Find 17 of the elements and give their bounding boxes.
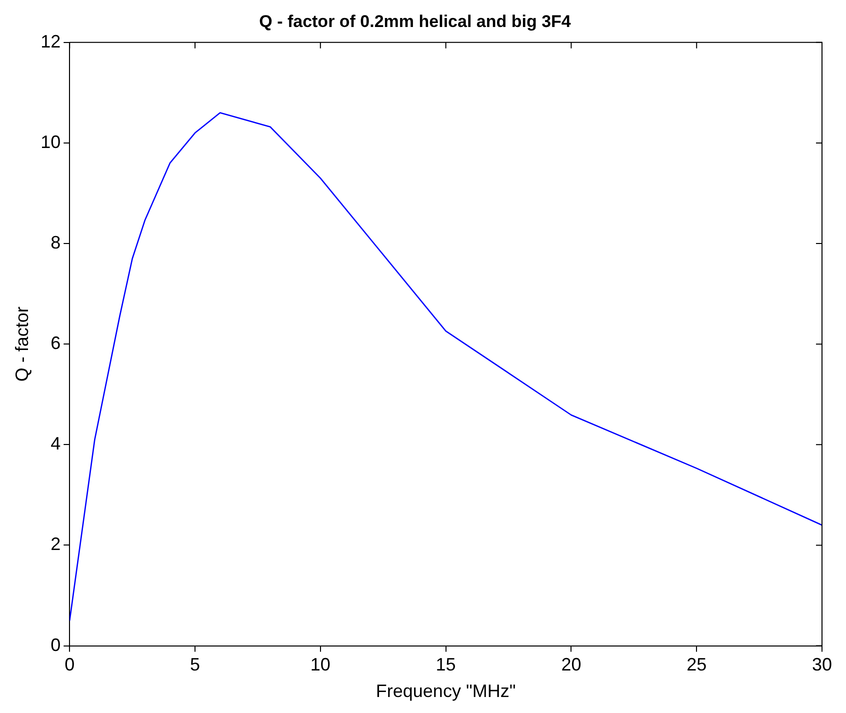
x-tick-label: 20	[561, 654, 582, 675]
x-tick-label: 5	[190, 654, 200, 675]
chart-title: Q - factor of 0.2mm helical and big 3F4	[259, 12, 572, 31]
y-tick-label: 12	[40, 31, 61, 52]
x-tick-label: 30	[812, 654, 832, 675]
y-tick-label: 10	[40, 132, 61, 152]
x-tick-label: 15	[436, 654, 456, 675]
y-axis-title: Q - factor	[12, 306, 32, 382]
x-tick-label: 10	[310, 654, 330, 675]
x-tick-label: 25	[686, 654, 707, 675]
y-tick-label: 6	[50, 333, 61, 354]
y-tick-label: 8	[50, 232, 61, 252]
y-tick-label: 0	[50, 634, 61, 655]
y-tick-label: 4	[50, 434, 61, 454]
x-axis-title: Frequency "MHz"	[376, 681, 516, 702]
x-tick-label: 0	[64, 654, 75, 675]
y-tick-label: 2	[50, 534, 61, 554]
